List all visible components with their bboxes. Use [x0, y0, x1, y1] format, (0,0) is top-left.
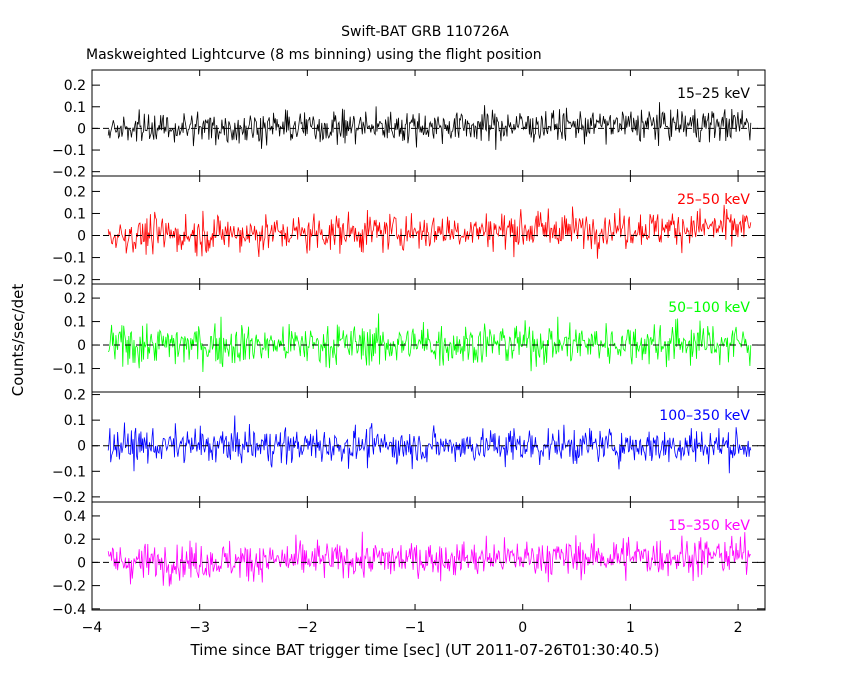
series-2 [107, 204, 752, 259]
band-label-3: 50–100 keV [668, 300, 750, 316]
band-label-2: 25–50 keV [677, 192, 750, 208]
y-tick-label: 0.1 [64, 413, 86, 429]
panel-2: −0.2 −0.1 0 0.1 0.2 25–50 keV [52, 175, 766, 289]
y-tick-label: −0.1 [52, 143, 86, 159]
panel-5: −0.4 −0.2 0 0.2 0.4 15–350 keV [52, 501, 766, 618]
x-axis: −4 −3 −2 −1 0 1 2 [82, 620, 743, 636]
y-tick-label: 0 [77, 229, 86, 245]
band-label-5: 15–350 keV [668, 518, 750, 534]
x-tick-label: −1 [405, 620, 426, 636]
y-tick-label: 0.2 [64, 388, 86, 404]
y-tick-label: −0.1 [52, 464, 86, 480]
y-tick-label: 0.1 [64, 315, 86, 331]
y-tick-label: 0.1 [64, 100, 86, 116]
y-tick-label: −0.1 [52, 362, 86, 378]
band-label-4: 100–350 keV [659, 408, 750, 424]
chart-subtitle: Maskweighted Lightcurve (8 ms binning) u… [86, 47, 542, 63]
y-tick-label: −0.2 [52, 579, 86, 595]
panel-4: −0.2 −0.1 0 0.1 0.2 100–350 keV [52, 388, 766, 506]
series-3 [107, 313, 752, 373]
y-tick-label: −0.1 [52, 251, 86, 267]
y-tick-label: 0 [77, 439, 86, 455]
x-tick-label: −2 [297, 620, 318, 636]
series-4 [107, 415, 752, 474]
y-tick-label: 0.4 [64, 509, 86, 525]
y-tick-label: 0 [77, 555, 86, 571]
y-tick-label: 0.2 [64, 184, 86, 200]
panels-group: −0.2 −0.1 0 0.1 0.2 15–25 keV −0.2 −0.1 0 0.1 0.2 2… [52, 69, 766, 618]
x-tick-label: 1 [626, 620, 635, 636]
y-tick-label: −0.4 [52, 602, 86, 618]
y-tick-label: 0.2 [64, 291, 86, 307]
x-tick-label: 0 [518, 620, 527, 636]
y-axis-title: Counts/sec/det [9, 284, 27, 397]
y-tick-label: −0.2 [52, 490, 86, 506]
y-tick-label: −0.2 [52, 165, 86, 181]
y-tick-label: 0.1 [64, 206, 86, 222]
series-1 [107, 102, 752, 150]
chart-title: Swift-BAT GRB 110726A [341, 24, 509, 40]
panel-3: −0.1 0 0.1 0.2 50–100 keV [52, 283, 766, 393]
series-5 [107, 531, 752, 587]
band-label-1: 15–25 keV [677, 86, 750, 102]
x-tick-label: −3 [189, 620, 210, 636]
y-tick-label: 0.2 [64, 532, 86, 548]
x-tick-label: 2 [734, 620, 743, 636]
x-axis-title: Time since BAT trigger time [sec] (UT 20… [190, 641, 660, 659]
panel-1: −0.2 −0.1 0 0.1 0.2 15–25 keV [52, 69, 766, 181]
panel-frame-5 [91, 501, 766, 611]
y-tick-label: 0.2 [64, 78, 86, 94]
y-tick-label: 0 [77, 338, 86, 354]
x-tick-label: −4 [82, 620, 103, 636]
y-tick-label: 0 [77, 121, 86, 137]
y-tick-label: −0.2 [52, 273, 86, 289]
